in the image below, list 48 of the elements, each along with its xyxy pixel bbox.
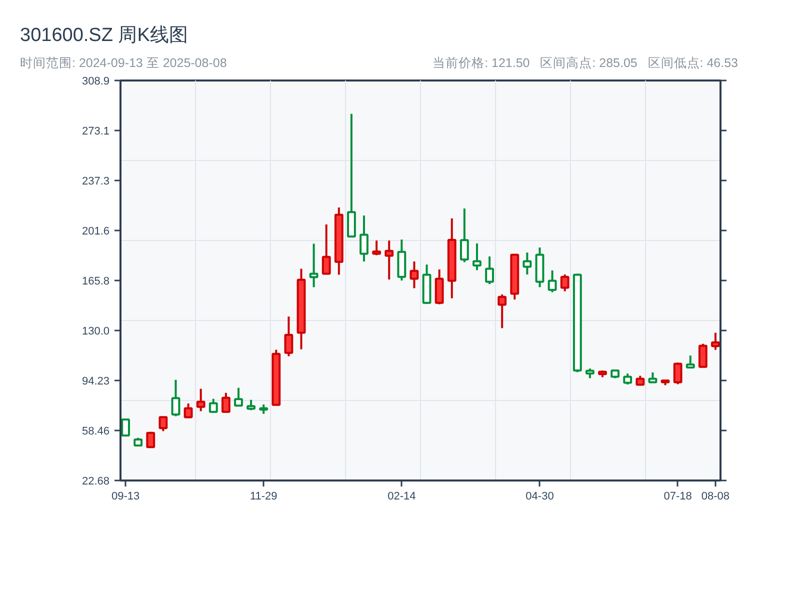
candlestick <box>460 208 469 264</box>
candlestick <box>184 402 193 420</box>
candlestick <box>309 242 318 288</box>
y-tick-label: 201.6 <box>82 225 110 238</box>
y-tick-label: 273.1 <box>82 126 110 138</box>
x-tick-label: 09-13 <box>111 490 140 502</box>
text: 当前价格: 121.50 区间高点: 285.05 区间低点: 46.53 <box>432 55 738 72</box>
candlestick <box>372 240 382 256</box>
x-tick-label: 11-29 <box>250 490 278 502</box>
candlestick <box>586 368 594 380</box>
y-tick-label: 237.3 <box>82 176 110 188</box>
candlestick <box>259 403 268 415</box>
candlestick <box>208 398 218 413</box>
y-tick-label: 130.0 <box>82 326 110 338</box>
candlestick <box>485 255 494 286</box>
y-tick-label: 22.68 <box>82 476 110 488</box>
candlestick <box>560 273 570 292</box>
candlestick <box>221 392 230 413</box>
candlestick <box>698 342 708 368</box>
candlestick <box>284 316 294 358</box>
candlestick <box>711 332 720 351</box>
chart-title: 301600.SZ 周K线图 <box>20 24 189 48</box>
candlestick <box>146 430 156 448</box>
candlestick <box>522 252 532 276</box>
candlestick <box>322 223 331 275</box>
y-tick-label: 58.46 <box>82 425 110 438</box>
candlestick <box>158 416 168 432</box>
candlestick <box>673 362 682 386</box>
candlestick <box>360 214 368 262</box>
x-tick-label: 08-08 <box>701 490 730 502</box>
candlestick <box>384 240 394 281</box>
x-tick-label: 04-30 <box>526 490 554 502</box>
candlestick <box>171 378 180 418</box>
chart-subtitle: 时间范围: 2024-09-13 至 2025-08-08 <box>20 55 227 72</box>
candlestick <box>648 371 658 384</box>
candlestick <box>548 269 557 294</box>
candlestick <box>234 386 243 407</box>
candlestick <box>623 372 632 386</box>
candlestick <box>196 388 206 412</box>
candlestick <box>686 354 695 370</box>
candlestick <box>472 242 482 272</box>
x-tick-label: 02-14 <box>388 490 416 502</box>
y-tick-label: 308.9 <box>82 76 110 88</box>
y-tick-label: 94.23 <box>82 376 110 388</box>
candlestick <box>498 293 507 330</box>
candlestick <box>410 260 419 290</box>
x-tick-label: 07-18 <box>664 490 692 502</box>
y-tick-label: 165.8 <box>82 275 110 288</box>
